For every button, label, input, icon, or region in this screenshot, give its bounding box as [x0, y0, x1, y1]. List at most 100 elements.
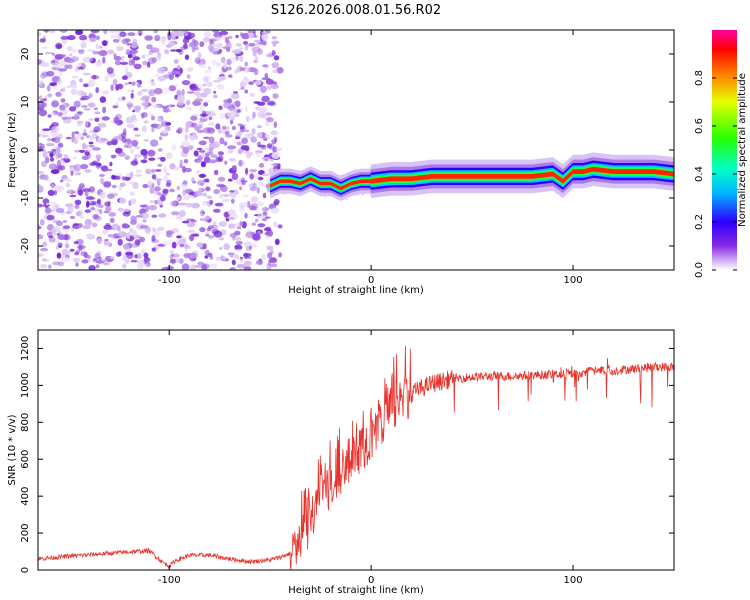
noise-speckle [38, 226, 42, 230]
noise-speckle [254, 56, 259, 60]
noise-speckle [85, 233, 94, 238]
noise-speckle [136, 252, 143, 260]
noise-speckle [170, 211, 180, 216]
noise-speckle [161, 129, 169, 134]
noise-speckle [132, 182, 139, 190]
noise-speckle [248, 81, 254, 85]
noise-speckle [85, 144, 89, 149]
noise-speckle [261, 254, 266, 261]
noise-speckle [110, 154, 117, 159]
noise-speckle [146, 181, 153, 186]
noise-speckle [94, 207, 99, 214]
noise-speckle [345, 197, 349, 201]
noise-speckle [234, 245, 238, 250]
noise-speckle [42, 128, 51, 131]
noise-speckle [218, 105, 223, 110]
noise-speckle [83, 83, 89, 88]
noise-speckle [240, 180, 248, 183]
noise-speckle [266, 263, 272, 270]
noise-speckle [217, 151, 224, 156]
noise-speckle [123, 253, 127, 261]
noise-speckle [55, 245, 59, 250]
noise-speckle [179, 209, 186, 217]
noise-speckle [194, 126, 200, 131]
noise-speckle [106, 193, 115, 199]
noise-speckle [80, 136, 84, 140]
noise-speckle [53, 136, 61, 144]
noise-speckle [248, 184, 253, 188]
noise-speckle [228, 74, 233, 78]
noise-speckle [114, 60, 122, 66]
noise-speckle [69, 106, 77, 112]
noise-speckle [183, 159, 189, 164]
noise-speckle [242, 66, 251, 73]
noise-speckle [151, 115, 155, 121]
noise-speckle [190, 115, 198, 121]
noise-speckle [93, 107, 98, 111]
noise-speckle [44, 156, 50, 164]
noise-speckle [60, 98, 66, 103]
noise-speckle [79, 149, 86, 153]
noise-speckle [182, 38, 190, 44]
noise-speckle [47, 178, 52, 184]
noise-speckle [198, 120, 204, 127]
noise-speckle [88, 144, 95, 148]
noise-speckle [67, 35, 76, 41]
noise-speckle [160, 156, 166, 162]
noise-speckle [121, 136, 127, 143]
colorbar-ticks: 0.0 0.2 0.4 0.6 0.8 [694, 70, 737, 278]
noise-speckle [85, 223, 90, 228]
noise-speckle [205, 99, 210, 103]
noise-speckle [41, 102, 47, 108]
noise-speckle [230, 157, 237, 163]
noise-speckle [103, 181, 112, 188]
noise-speckle [49, 82, 57, 87]
noise-speckle [78, 183, 85, 190]
noise-speckle [192, 100, 202, 106]
noise-speckle [160, 195, 166, 202]
noise-speckle [96, 162, 102, 167]
noise-speckle [213, 208, 221, 213]
noise-speckle [129, 191, 136, 196]
noise-speckle [77, 66, 84, 70]
noise-speckle [88, 186, 95, 193]
noise-speckle [65, 136, 72, 140]
noise-speckle [272, 146, 278, 154]
noise-speckle [221, 198, 231, 203]
noise-speckle [204, 69, 213, 74]
noise-speckle [151, 127, 155, 133]
noise-speckle [95, 87, 99, 94]
noise-speckle [147, 149, 156, 157]
noise-speckle [88, 92, 93, 99]
noise-speckle [142, 219, 147, 223]
noise-speckle [233, 254, 240, 260]
noise-speckle [213, 230, 223, 238]
noise-speckle [153, 123, 162, 130]
noise-speckle [260, 85, 267, 93]
noise-speckle [271, 138, 276, 146]
noise-speckle [107, 234, 114, 238]
noise-speckle [140, 101, 149, 107]
colorbar-gradient [712, 30, 737, 270]
noise-speckle [192, 180, 197, 184]
noise-speckle [138, 32, 142, 36]
noise-speckle [190, 219, 197, 223]
noise-speckle [182, 30, 187, 34]
noise-speckle [257, 176, 264, 181]
noise-speckle [153, 186, 161, 192]
noise-speckle [245, 246, 251, 252]
noise-speckle [74, 131, 80, 135]
noise-speckle [138, 263, 146, 267]
noise-speckle [234, 230, 241, 236]
noise-speckle [173, 252, 181, 260]
noise-speckle [44, 207, 52, 214]
noise-speckle [227, 178, 233, 182]
snr-frame [37, 329, 675, 571]
noise-speckle [150, 168, 157, 173]
noise-speckle [202, 83, 207, 87]
noise-speckle [219, 193, 224, 199]
noise-speckle [235, 34, 239, 39]
noise-speckle [51, 201, 57, 207]
noise-speckle [165, 182, 171, 188]
noise-speckle [140, 159, 148, 164]
